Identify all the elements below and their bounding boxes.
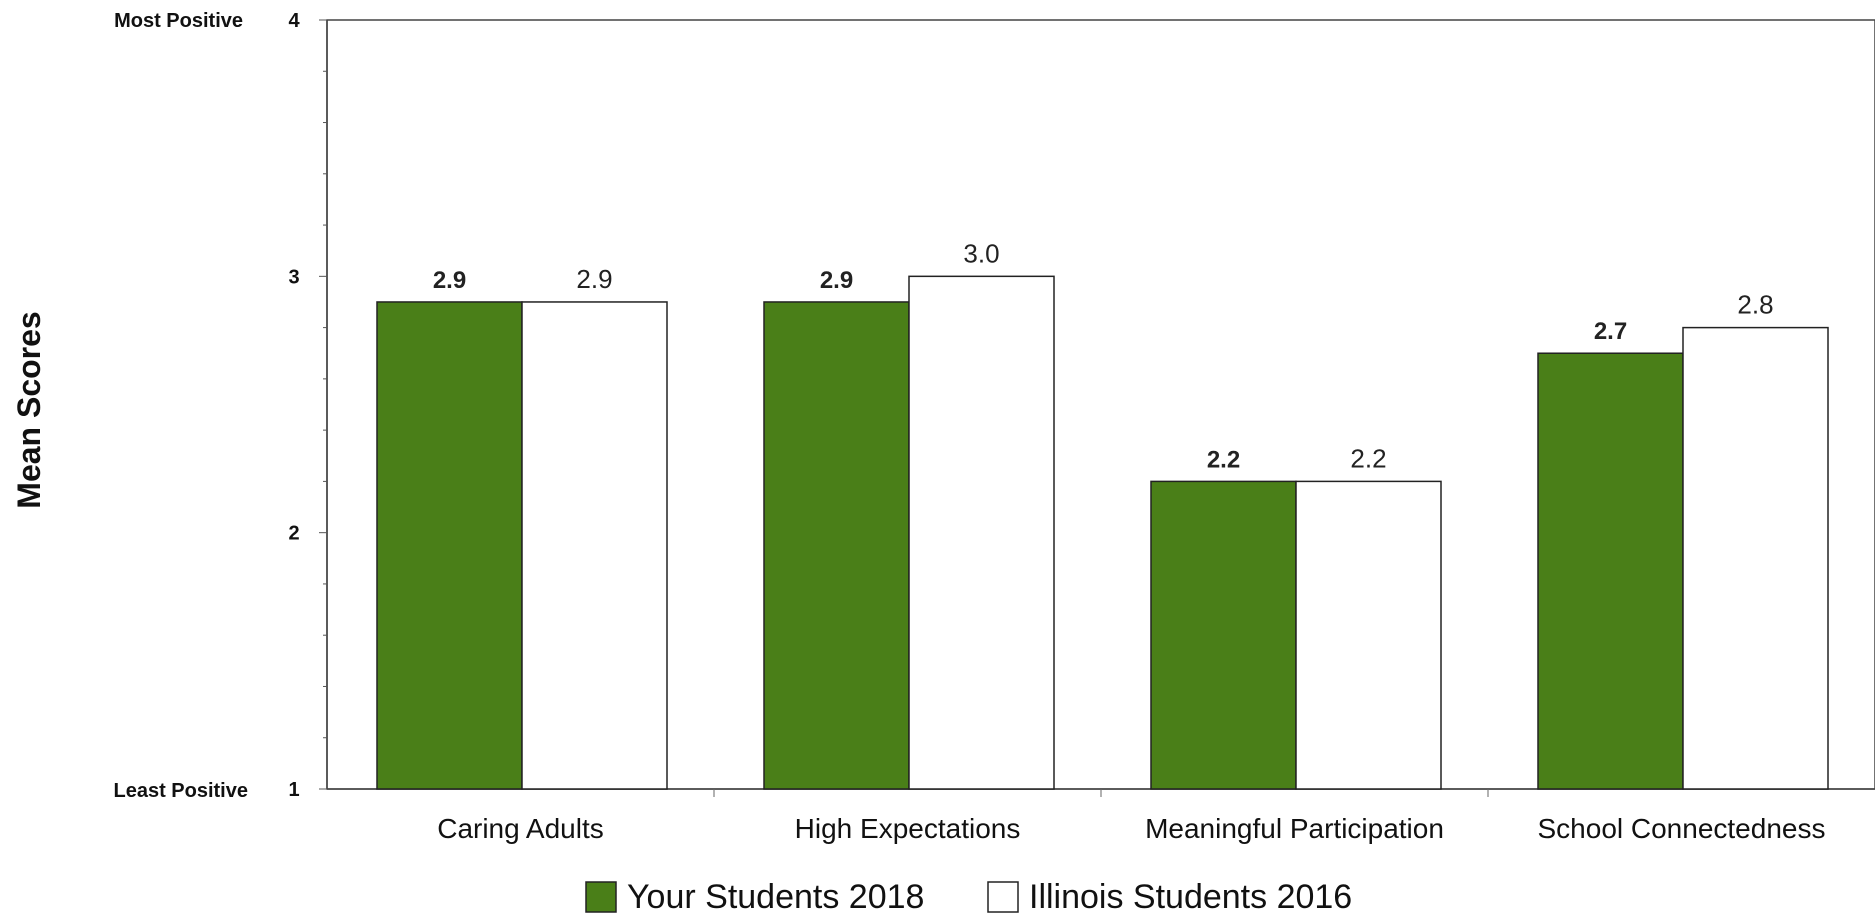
legend: Your Students 2018 Illinois Students 201…: [585, 878, 1352, 916]
bar-your-students-2018: [1537, 352, 1684, 790]
x-tick-labels: Caring Adults High Expectations Meaningful…: [437, 813, 1825, 844]
y-tick-label: 4: [288, 10, 300, 32]
legend-swatch-illinois-students-2016: [987, 881, 1019, 913]
x-tick-label: School Connectedness: [1538, 813, 1826, 844]
data-label-illinois-students-2016: 3.0: [963, 238, 999, 268]
data-label-your-students-2018: 2.2: [1207, 446, 1240, 473]
x-tick-label: High Expectations: [795, 813, 1021, 844]
x-tick-label: Meaningful Participation: [1145, 813, 1444, 844]
data-label-your-students-2018: 2.7: [1594, 318, 1627, 345]
bar-illinois-students-2016: [908, 275, 1055, 790]
bar-your-students-2018: [1150, 480, 1297, 790]
y-tick-label: 1: [288, 779, 299, 801]
data-label-illinois-students-2016: 2.9: [576, 264, 612, 294]
bar-illinois-students-2016: [521, 301, 668, 790]
y-anchor-label-bottom: Least Positive: [113, 780, 248, 802]
bar-illinois-students-2016: [1682, 326, 1829, 790]
x-tick-label: Caring Adults: [437, 813, 604, 844]
data-label-your-students-2018: 2.9: [433, 267, 466, 294]
legend-swatch-your-students-2018: [585, 881, 617, 913]
y-tick-label: 3: [288, 266, 299, 288]
bar-your-students-2018: [763, 301, 910, 790]
data-label-your-students-2018: 2.9: [820, 267, 853, 294]
bar-your-students-2018: [376, 301, 523, 790]
y-anchor-label-top: Most Positive: [114, 10, 243, 32]
data-label-illinois-students-2016: 2.8: [1737, 290, 1773, 320]
data-labels: 2.9 2.9 2.9 3.0 2.2 2.2 2.7 2.8: [433, 238, 1774, 473]
data-label-illinois-students-2016: 2.2: [1350, 443, 1386, 473]
y-axis-label: Mean Scores: [11, 311, 47, 508]
legend-label-illinois-students-2016: Illinois Students 2016: [1029, 878, 1352, 916]
bars: [376, 275, 1829, 790]
y-tick-label: 2: [288, 523, 299, 545]
legend-label-your-students-2018: Your Students 2018: [627, 878, 924, 916]
bar-illinois-students-2016: [1295, 480, 1442, 790]
